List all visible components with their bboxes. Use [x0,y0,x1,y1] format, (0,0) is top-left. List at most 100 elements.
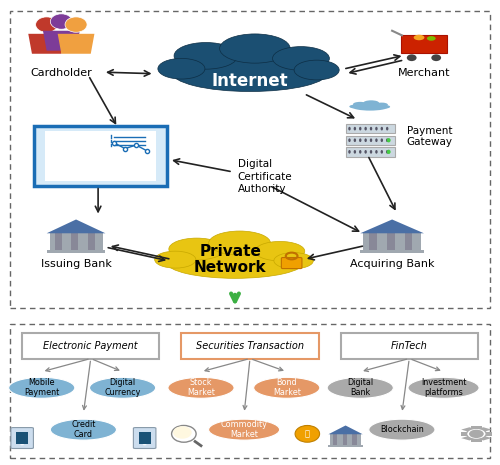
Bar [387,233,394,250]
Ellipse shape [174,42,238,69]
Ellipse shape [370,139,372,142]
Bar [343,434,347,445]
Bar [470,426,482,429]
Bar [333,434,338,445]
Ellipse shape [375,103,388,107]
FancyBboxPatch shape [282,258,302,269]
Ellipse shape [380,105,390,108]
Bar [460,432,470,436]
Bar [328,445,362,447]
Ellipse shape [363,100,379,106]
Ellipse shape [254,378,320,398]
Ellipse shape [364,139,367,142]
Bar [461,427,476,432]
Ellipse shape [414,35,424,40]
Ellipse shape [354,139,356,142]
Ellipse shape [158,59,205,79]
Text: ₿: ₿ [305,429,310,438]
FancyBboxPatch shape [134,428,156,448]
Ellipse shape [50,419,116,440]
Ellipse shape [142,444,146,445]
FancyBboxPatch shape [346,135,395,145]
FancyBboxPatch shape [10,11,490,308]
Ellipse shape [364,150,367,153]
Text: Merchant: Merchant [398,67,450,78]
Polygon shape [46,219,106,233]
Ellipse shape [432,54,441,61]
Ellipse shape [359,127,362,131]
Text: Digital
Certificate
Authority: Digital Certificate Authority [238,159,292,194]
Ellipse shape [380,139,383,142]
Text: FinTech: FinTech [391,341,428,351]
Ellipse shape [168,378,234,398]
Ellipse shape [408,378,479,398]
Bar [360,250,424,253]
Ellipse shape [354,127,356,131]
Ellipse shape [386,139,388,142]
Ellipse shape [469,430,484,438]
Ellipse shape [427,36,436,41]
Ellipse shape [348,139,350,142]
Text: Digital
Bank: Digital Bank [347,379,374,397]
Ellipse shape [208,231,270,255]
Bar [369,233,377,250]
Bar [46,250,106,253]
FancyBboxPatch shape [346,124,395,133]
Bar [352,434,356,445]
FancyBboxPatch shape [346,147,395,157]
Ellipse shape [353,102,368,106]
Ellipse shape [173,426,192,439]
Bar [482,432,492,436]
Ellipse shape [255,241,305,261]
Ellipse shape [220,34,290,63]
Ellipse shape [354,150,356,153]
Bar [405,233,412,250]
Ellipse shape [466,428,486,439]
Ellipse shape [407,54,416,61]
FancyBboxPatch shape [34,126,166,186]
Ellipse shape [370,150,372,153]
Ellipse shape [274,252,314,269]
Bar [45,131,156,181]
Ellipse shape [364,127,367,131]
Ellipse shape [65,17,87,32]
Bar [330,434,361,445]
Text: Blockchain: Blockchain [380,425,424,434]
Ellipse shape [386,150,390,154]
Ellipse shape [359,150,362,153]
Ellipse shape [375,150,378,153]
Bar [461,436,476,440]
Polygon shape [328,425,362,434]
Text: Cardholder: Cardholder [30,67,92,78]
Ellipse shape [294,60,339,80]
Ellipse shape [169,238,224,260]
Ellipse shape [50,14,72,29]
Text: Digital
Currency: Digital Currency [104,379,141,397]
Text: Issuing Bank: Issuing Bank [40,259,112,269]
Ellipse shape [20,444,24,445]
Ellipse shape [90,378,156,398]
Text: Payment
Gateway: Payment Gateway [407,126,453,147]
Bar [476,427,492,432]
Text: Credit
Card: Credit Card [71,420,96,439]
Text: Securities Transaction: Securities Transaction [196,341,304,351]
Ellipse shape [295,425,320,442]
Ellipse shape [350,105,360,108]
Bar [470,439,482,442]
Ellipse shape [380,127,383,131]
Ellipse shape [348,150,350,153]
Polygon shape [360,219,424,233]
Ellipse shape [359,139,362,142]
FancyBboxPatch shape [11,428,34,448]
Ellipse shape [172,53,328,92]
Ellipse shape [386,150,388,153]
Polygon shape [43,31,80,51]
Ellipse shape [370,127,372,131]
Bar [476,436,492,440]
Ellipse shape [369,419,435,440]
Text: Commodity
Market: Commodity Market [220,420,268,439]
Ellipse shape [154,251,196,268]
Ellipse shape [386,127,388,131]
FancyBboxPatch shape [401,35,447,53]
Bar [16,432,28,444]
